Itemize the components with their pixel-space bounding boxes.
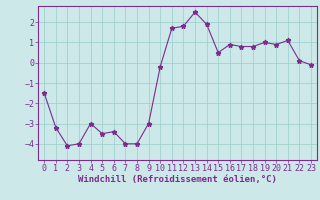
X-axis label: Windchill (Refroidissement éolien,°C): Windchill (Refroidissement éolien,°C) [78,175,277,184]
